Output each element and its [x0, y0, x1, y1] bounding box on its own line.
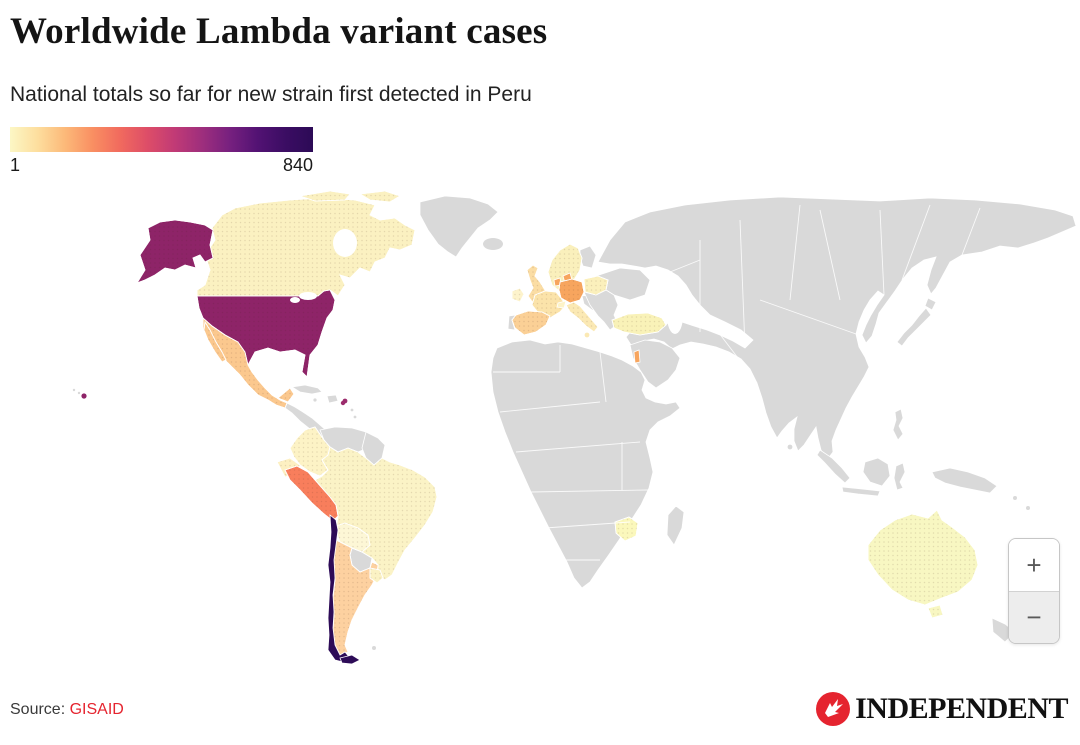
aleutian-islet [77, 391, 81, 395]
data-countries [81, 190, 979, 665]
great-lakes [299, 292, 317, 300]
aleutian-islet [72, 388, 76, 392]
legend-gradient [10, 127, 313, 152]
country-turkey-texture [611, 312, 667, 336]
country-uruguay-texture [369, 567, 384, 584]
country-ireland-texture [511, 287, 525, 303]
country-finland [579, 245, 597, 269]
source-line: Source: GISAID [10, 701, 124, 719]
zoom-out-button[interactable]: − [1009, 590, 1059, 643]
country-australia-texture [867, 509, 979, 606]
canada-arctic-islands-texture [299, 190, 351, 202]
falkland-islands [372, 646, 376, 650]
caribbean-islet [350, 408, 354, 412]
hudson-bay [333, 229, 357, 257]
publisher-name: INDEPENDENT [855, 692, 1068, 725]
page-title: Worldwide Lambda variant cases [10, 11, 548, 52]
country-canada-texture [196, 197, 416, 297]
country-italy-texture [565, 301, 599, 333]
country-japan [896, 307, 932, 347]
country-switzerland[interactable] [556, 300, 567, 309]
country-iceland [483, 238, 503, 250]
country-philippines [892, 408, 904, 441]
map-zoom-control: + − [1008, 538, 1060, 644]
country-sulawesi [893, 462, 906, 491]
country-java [841, 486, 881, 497]
country-madagascar [666, 505, 685, 546]
independent-eagle-icon [816, 692, 851, 726]
country-sumatra [816, 449, 851, 484]
country-borneo [862, 457, 891, 487]
no-data-landmasses [72, 195, 1077, 650]
publisher-logo[interactable]: INDEPENDENT [816, 692, 1068, 726]
country-spain-texture [511, 310, 551, 336]
country-cuba [290, 384, 323, 395]
pacific-island [1026, 506, 1030, 510]
country-peru-texture [284, 465, 339, 522]
country-new-guinea [931, 467, 998, 494]
chile-tierra-del-fuego[interactable] [339, 654, 361, 665]
country-hispaniola [326, 394, 339, 404]
country-sri-lanka [787, 444, 793, 450]
page-subtitle: National totals so far for new strain fi… [10, 83, 532, 106]
pacific-island [1013, 496, 1017, 500]
arabia [629, 339, 681, 389]
great-lakes [290, 297, 300, 303]
country-poland-texture [583, 275, 609, 296]
caribbean-islet [353, 415, 357, 419]
country-usa-hawaii[interactable] [81, 393, 87, 399]
color-scale-legend: 1 840 [10, 127, 313, 176]
country-bolivia-texture [332, 522, 371, 553]
mexico-yucatan-texture [277, 387, 295, 403]
country-usa-alaska-texture [136, 219, 214, 284]
caribbean-territory[interactable] [340, 400, 346, 406]
country-chile[interactable] [327, 514, 351, 663]
source-label: Source: [10, 701, 66, 718]
water-overlays [290, 229, 683, 334]
japan-hokkaido [924, 297, 937, 311]
zoom-in-button[interactable]: + [1009, 539, 1059, 591]
caribbean-islet [313, 398, 317, 402]
country-france-texture [531, 290, 567, 319]
legend-min-label: 1 [10, 155, 21, 175]
black-sea [623, 299, 657, 313]
source-link[interactable]: GISAID [69, 701, 124, 718]
country-germany-texture [558, 278, 585, 304]
mexico-baja-texture [203, 320, 227, 363]
italy-sicily[interactable] [584, 332, 590, 338]
legend-max-label: 840 [282, 155, 313, 175]
canada-arctic-islands-texture [358, 190, 401, 203]
country-greenland [419, 195, 499, 258]
australia-tasmania-texture [927, 604, 944, 619]
internal-borders [493, 204, 981, 561]
africa-landmass [490, 339, 681, 589]
asia-landmass [597, 196, 1077, 461]
country-israel[interactable] [633, 349, 641, 364]
caspian-sea [667, 298, 683, 334]
